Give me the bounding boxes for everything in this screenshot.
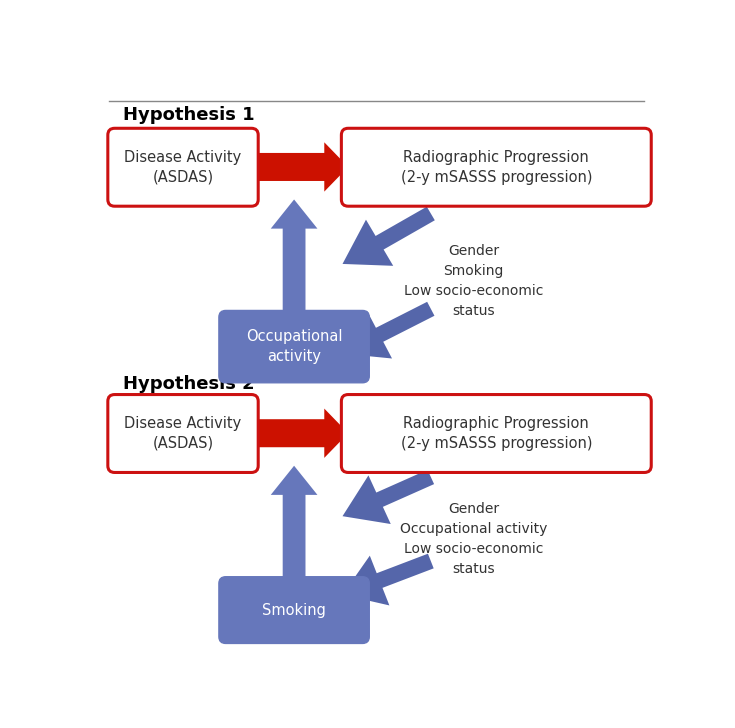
- FancyBboxPatch shape: [219, 577, 369, 644]
- Text: Hypothesis 1: Hypothesis 1: [123, 106, 255, 124]
- Polygon shape: [251, 142, 348, 191]
- Text: Smoking: Smoking: [262, 603, 326, 617]
- Text: Hypothesis 2: Hypothesis 2: [123, 375, 255, 393]
- Text: Gender
Occupational activity
Low socio-economic
status: Gender Occupational activity Low socio-e…: [400, 502, 548, 576]
- FancyBboxPatch shape: [108, 395, 258, 472]
- FancyBboxPatch shape: [341, 395, 651, 472]
- Text: Gender
Smoking
Low socio-economic
status: Gender Smoking Low socio-economic status: [404, 244, 543, 318]
- Text: Radiographic Progression
(2-y mSASSS progression): Radiographic Progression (2-y mSASSS pro…: [401, 416, 592, 451]
- Text: Radiographic Progression
(2-y mSASSS progression): Radiographic Progression (2-y mSASSS pro…: [401, 150, 592, 185]
- Polygon shape: [343, 470, 434, 524]
- Polygon shape: [270, 466, 318, 583]
- Polygon shape: [343, 302, 434, 358]
- FancyBboxPatch shape: [219, 310, 369, 383]
- Text: Disease Activity
(ASDAS): Disease Activity (ASDAS): [124, 150, 242, 185]
- Text: Occupational
activity: Occupational activity: [245, 329, 343, 364]
- Polygon shape: [343, 554, 434, 606]
- Polygon shape: [251, 408, 348, 458]
- FancyBboxPatch shape: [108, 128, 258, 206]
- Polygon shape: [270, 199, 318, 317]
- Text: Disease Activity
(ASDAS): Disease Activity (ASDAS): [124, 416, 242, 451]
- Polygon shape: [343, 207, 435, 266]
- FancyBboxPatch shape: [341, 128, 651, 206]
